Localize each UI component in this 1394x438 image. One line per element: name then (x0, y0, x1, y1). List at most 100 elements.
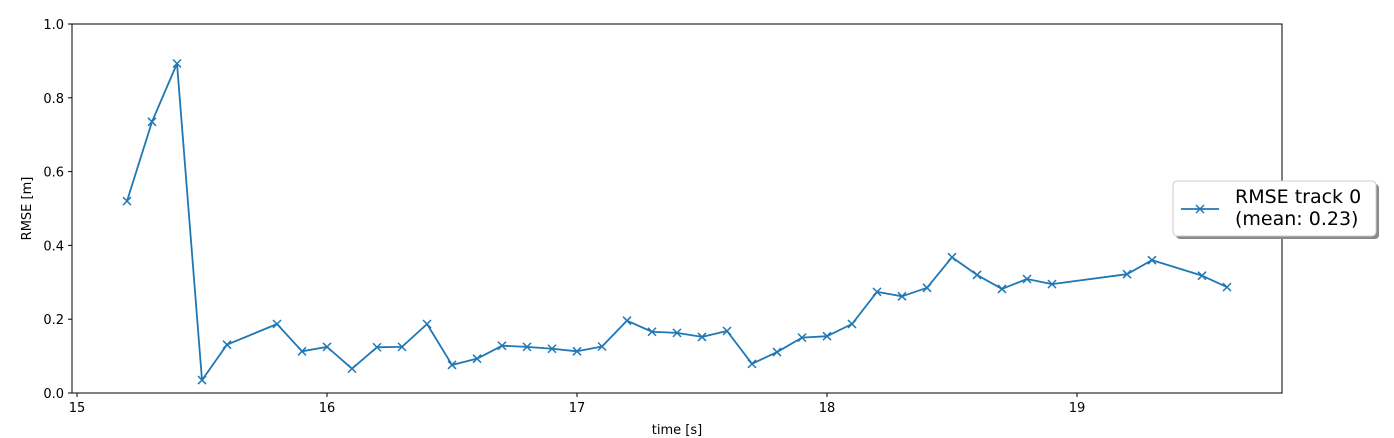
marker-stroke (672, 328, 682, 338)
x-tick-label: 19 (1069, 401, 1086, 416)
x-tick-label: 18 (819, 401, 836, 416)
marker-stroke (1122, 269, 1132, 279)
marker-stroke (622, 316, 632, 326)
marker-stroke (747, 359, 757, 369)
marker-stroke (497, 341, 507, 351)
marker-stroke (922, 283, 932, 293)
marker-stroke (847, 319, 857, 329)
data-point-marker (472, 354, 482, 364)
marker-stroke (1222, 282, 1232, 292)
data-point-marker (497, 341, 507, 351)
marker-stroke (722, 326, 732, 336)
marker-stroke (1197, 271, 1207, 281)
y-tick-label: 0.2 (43, 313, 64, 328)
marker-stroke (1022, 274, 1032, 284)
marker-stroke (372, 342, 382, 352)
data-point-marker (572, 346, 582, 356)
data-point-marker (922, 283, 932, 293)
marker-stroke (172, 58, 182, 69)
data-point-marker (222, 340, 232, 350)
marker-stroke (597, 341, 607, 352)
data-point-marker (397, 342, 407, 352)
data-point-marker (797, 333, 807, 343)
marker-stroke (872, 287, 882, 297)
data-point-marker (1222, 282, 1232, 292)
data-point-marker (847, 319, 857, 329)
y-tick-label: 0.4 (43, 239, 64, 254)
legend-label-line1: RMSE track 0 (1235, 186, 1361, 208)
data-point-marker (197, 375, 207, 385)
marker-stroke (347, 364, 357, 374)
data-point-marker (872, 287, 882, 297)
y-tick-label: 0.6 (43, 166, 64, 181)
marker-stroke (697, 332, 707, 342)
y-tick-label: 0.0 (43, 387, 64, 402)
data-point-marker (547, 344, 557, 354)
x-tick-label: 16 (319, 401, 336, 416)
data-point-marker (297, 346, 307, 356)
data-point-marker (672, 328, 682, 338)
plot-frame (71, 23, 1283, 394)
marker-stroke (522, 342, 532, 352)
data-point-marker (172, 58, 182, 69)
marker-stroke (822, 331, 832, 341)
marker-stroke (147, 117, 157, 127)
x-tick-label: 15 (69, 401, 86, 416)
data-point-marker (322, 342, 332, 352)
data-point-marker (822, 331, 832, 341)
legend-label-line2: (mean: 0.23) (1235, 208, 1358, 230)
marker-stroke (397, 342, 407, 352)
marker-stroke (122, 196, 132, 206)
data-point-marker (747, 359, 757, 369)
data-point-marker (597, 341, 607, 352)
y-tick-label: 1.0 (43, 18, 64, 33)
marker-stroke (272, 319, 282, 329)
data-point-marker (1147, 255, 1157, 265)
y-axis-label: RMSE [m] (20, 177, 35, 241)
data-point-marker (697, 332, 707, 342)
data-point-marker (772, 347, 782, 357)
data-point-marker (347, 364, 357, 374)
x-tick-label: 17 (569, 401, 586, 416)
marker-stroke (322, 342, 332, 352)
marker-stroke (1147, 255, 1157, 265)
legend: RMSE track 0(mean: 0.23) (1172, 180, 1379, 239)
marker-stroke (772, 347, 782, 357)
marker-stroke (297, 346, 307, 356)
legend-marker (1195, 204, 1205, 214)
legend-box (1172, 180, 1377, 237)
marker-stroke (997, 284, 1007, 294)
data-point-marker (897, 291, 907, 301)
marker-stroke (197, 375, 207, 385)
data-point-marker (1047, 279, 1057, 289)
data-point-marker (422, 319, 432, 329)
marker-stroke (897, 291, 907, 301)
data-point-marker (722, 326, 732, 336)
y-tick-label: 0.8 (43, 92, 64, 107)
data-point-marker (447, 360, 457, 370)
data-point-marker (122, 196, 132, 206)
marker-stroke (547, 344, 557, 354)
data-point-marker (997, 284, 1007, 294)
marker-stroke (472, 354, 482, 364)
marker-stroke (647, 327, 657, 337)
marker-stroke (422, 319, 432, 329)
data-point-marker (147, 117, 157, 127)
marker-stroke (447, 360, 457, 370)
plot-area (122, 58, 1232, 385)
data-point-marker (522, 342, 532, 352)
axes: 15 16 17 18 19 0.0 0.2 0.4 0.6 0.8 1.0 time [s] RMSE… (20, 18, 1283, 438)
marker-stroke (797, 333, 807, 343)
data-point-marker (272, 319, 282, 329)
marker-stroke (947, 252, 957, 262)
data-point-marker (1197, 271, 1207, 281)
data-point-marker (972, 270, 982, 280)
data-point-marker (1122, 269, 1132, 279)
marker-stroke (222, 340, 232, 350)
marker-stroke (972, 270, 982, 280)
data-point-marker (372, 342, 382, 352)
data-point-marker (947, 252, 957, 262)
x-axis-label: time [s] (652, 423, 702, 438)
marker-stroke (1047, 279, 1057, 289)
